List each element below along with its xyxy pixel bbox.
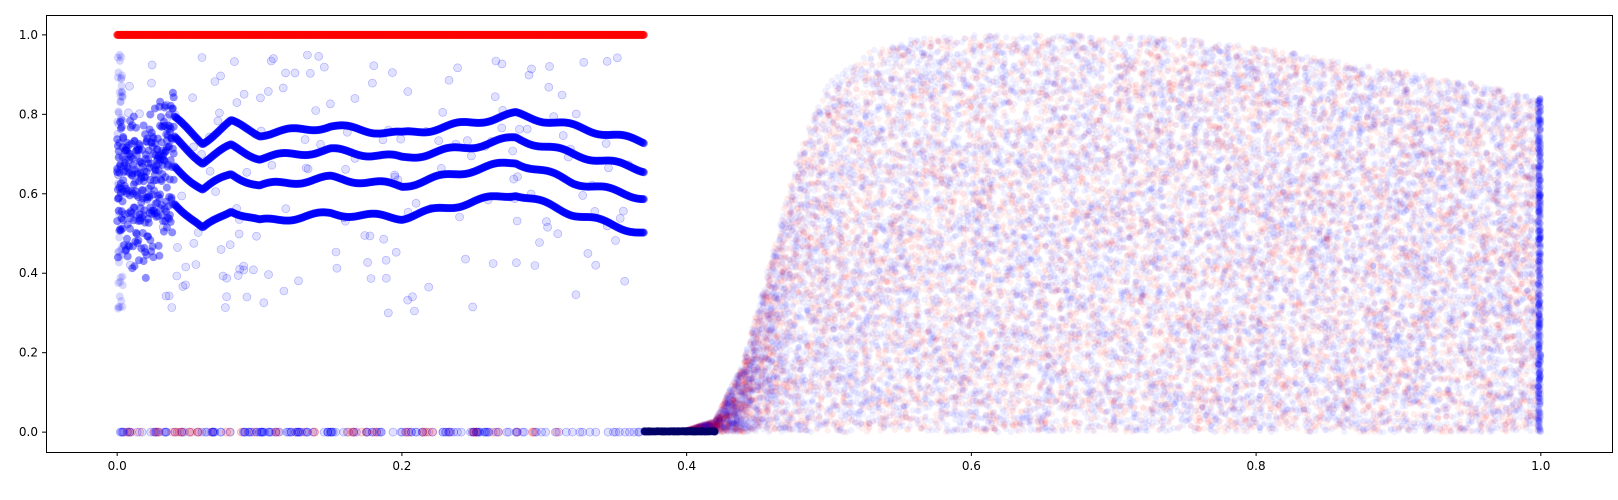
cloud-point: [820, 179, 827, 187]
cloud-point: [1286, 385, 1294, 392]
cloud-point: [1449, 115, 1456, 122]
cloud-point: [956, 111, 963, 119]
cloud-point: [822, 226, 829, 233]
cloud-point: [1149, 409, 1156, 417]
cloud-point: [773, 275, 780, 282]
cloud-point: [940, 75, 947, 83]
cloud-point: [1194, 403, 1202, 410]
cloud-point: [1516, 162, 1524, 170]
cloud-point: [1394, 209, 1401, 216]
cloud-point: [1365, 94, 1372, 101]
cloud-point: [791, 272, 799, 279]
cloud-point: [1069, 197, 1077, 204]
cloud-point: [1322, 328, 1329, 335]
cloud-point: [1213, 103, 1220, 111]
cloud-point: [1242, 49, 1249, 56]
cloud-point: [819, 97, 827, 104]
cloud-point: [1009, 83, 1016, 91]
cloud-point: [1032, 298, 1039, 306]
cloud-point: [1485, 376, 1492, 384]
cloud-point: [1106, 274, 1113, 281]
cloud-point: [1118, 213, 1125, 220]
cloud-point: [1326, 133, 1333, 141]
cloud-point: [1308, 66, 1316, 73]
cloud-point: [896, 261, 904, 268]
cloud-point: [1521, 225, 1528, 232]
cloud-point: [768, 259, 775, 266]
cloud-point: [1334, 83, 1341, 91]
cloud-point: [1477, 217, 1485, 224]
cloud-point: [848, 229, 855, 236]
cloud-point: [1518, 247, 1525, 254]
cloud-point: [751, 346, 758, 353]
cloud-point: [1197, 150, 1204, 158]
cloud-point: [1016, 95, 1024, 102]
cloud-point: [1104, 154, 1111, 161]
cloud-point: [1109, 205, 1116, 212]
cloud-point: [774, 260, 781, 267]
cloud-point: [679, 427, 686, 434]
cloud-point: [1003, 34, 1010, 41]
cloud-point: [1359, 384, 1367, 391]
cloud-point: [1467, 187, 1475, 194]
cloud-point: [1326, 228, 1334, 236]
cloud-point: [766, 305, 773, 313]
cloud-point: [1450, 307, 1457, 315]
cloud-point: [869, 407, 876, 414]
cloud-point: [1026, 34, 1033, 42]
cloud-point: [828, 192, 836, 200]
cloud-point: [1397, 97, 1404, 104]
cloud-point: [1430, 296, 1437, 304]
cloud-point: [1248, 369, 1256, 376]
cloud-point: [1511, 101, 1518, 108]
cloud-point: [1081, 225, 1089, 233]
dense-point-cloud: [640, 31, 1545, 436]
cloud-point: [1029, 286, 1036, 293]
cloud-point: [1504, 316, 1511, 323]
cloud-point: [1038, 174, 1046, 181]
cloud-point: [1067, 163, 1074, 170]
cloud-point: [738, 400, 746, 407]
cloud-point: [1340, 91, 1348, 99]
cloud-point: [1085, 128, 1093, 135]
cloud-point: [1268, 223, 1276, 230]
cloud-point: [1152, 342, 1159, 350]
cloud-point: [659, 428, 667, 436]
cloud-point: [1071, 410, 1078, 417]
cloud-point: [1360, 342, 1367, 349]
cloud-point: [1002, 347, 1009, 354]
cloud-point: [1471, 135, 1478, 142]
cloud-point: [946, 95, 953, 102]
cloud-point: [1506, 302, 1513, 309]
cloud-point: [1235, 321, 1243, 328]
cloud-point: [822, 304, 830, 311]
cloud-point: [906, 164, 913, 171]
cloud-point: [1240, 328, 1247, 335]
cloud-point: [1190, 395, 1197, 402]
cloud-point: [766, 277, 773, 285]
cloud-point: [862, 389, 869, 396]
cloud-point: [1355, 80, 1363, 88]
cloud-point: [673, 428, 680, 436]
cloud-point: [1483, 150, 1490, 157]
cloud-point: [984, 37, 991, 44]
cloud-point: [1376, 285, 1383, 293]
cloud-point: [751, 351, 758, 359]
cloud-point: [682, 427, 690, 434]
cloud-point: [1127, 76, 1134, 84]
cloud-point: [1030, 39, 1038, 46]
cloud-point: [1331, 93, 1338, 100]
cloud-point: [724, 418, 731, 426]
cloud-point: [724, 408, 732, 416]
cloud-point: [722, 399, 729, 406]
